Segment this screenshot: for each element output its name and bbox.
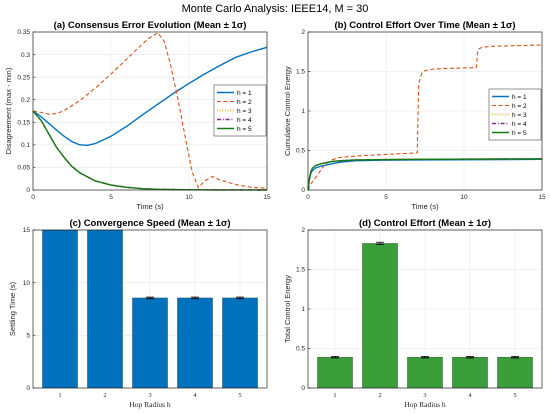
x-tick-label: 1: [333, 392, 336, 399]
y-tick-label: 1: [301, 306, 305, 313]
x-tick-label: 2: [378, 392, 381, 399]
y-axis-label: Cumulative Control Energy: [283, 66, 292, 156]
legend-label: h = 1: [237, 90, 252, 97]
panel-a: 0 0.05 0.1 0.15 0.2 0.25 0.3 0.35 0 5 10 15 Time (s)…: [4, 20, 271, 211]
bar: [177, 297, 213, 389]
figure-title: Monte Carlo Analysis: IEEE14, M = 30: [182, 3, 369, 15]
x-axis-label: Time (s): [411, 202, 439, 211]
x-tick-label: 0: [31, 194, 35, 201]
x-axis-label: Hop Radius h: [404, 400, 446, 409]
legend-label: h = 5: [237, 126, 252, 133]
legend-label: h = 3: [237, 108, 252, 115]
x-tick-label: 15: [263, 194, 271, 201]
legend: h = 1 h = 2 h = 3 h = 4 h = 5: [213, 84, 267, 137]
bar: [222, 297, 258, 389]
x-tick-label: 2: [103, 392, 106, 399]
x-axis-label: Time (s): [136, 202, 164, 211]
y-tick-label: 1.5: [296, 267, 305, 274]
y-axis-label: Total Control Energy: [283, 275, 292, 343]
x-tick-label: 5: [238, 392, 241, 399]
panel-title: (c) Convergence Speed (Mean ± 1σ): [69, 218, 230, 229]
legend-label: h = 4: [237, 117, 252, 124]
x-tick-label: 5: [109, 194, 113, 201]
series-line-h2: [32, 32, 268, 189]
y-tick-label: 0.15: [17, 119, 30, 126]
y-tick-label: 15: [23, 227, 31, 234]
x-tick-label: 3: [423, 392, 426, 399]
y-tick-label: 1.5: [296, 69, 305, 76]
y-tick-label: 0: [301, 187, 305, 194]
axes-frame: [32, 229, 268, 389]
x-axis-label: Hop Radius h: [129, 400, 171, 409]
x-tick-label: 4: [193, 392, 197, 399]
legend-label: h = 1: [512, 94, 527, 101]
legend: h = 1 h = 2 h = 3 h = 4 h = 5: [488, 88, 542, 141]
legend-label: h = 2: [237, 99, 252, 106]
x-tick-label: 1: [58, 392, 61, 399]
panel-b: 0 0.5 1 1.5 2 0 5 10 15 Time (s) Cumulative Contro…: [283, 20, 546, 211]
y-axis-label: Settling Time (s): [8, 281, 17, 336]
panel-title: (a) Consensus Error Evolution (Mean ± 1σ…: [54, 20, 247, 31]
bar: [42, 229, 78, 389]
y-tick-label: 0.25: [17, 74, 30, 81]
y-tick-label: 0: [26, 187, 30, 194]
bar: [497, 357, 533, 389]
series-line-h5: [32, 110, 268, 191]
y-tick-label: 0: [301, 385, 305, 392]
panel-title: (b) Control Effort Over Time (Mean ± 1σ): [335, 20, 516, 31]
y-tick-label: 2: [301, 29, 305, 36]
series-line-h1: [32, 46, 268, 147]
series-line-h2: [307, 44, 543, 191]
panel-title: (d) Control Effort (Mean ± 1σ): [359, 218, 491, 229]
bar: [132, 297, 168, 389]
y-tick-label: 5: [26, 333, 30, 340]
bar: [407, 357, 443, 389]
y-tick-label: 2: [301, 227, 305, 234]
legend-label: h = 5: [512, 130, 527, 137]
bar: [362, 243, 398, 389]
x-tick-label: 15: [538, 194, 546, 201]
y-tick-label: 0.35: [17, 29, 30, 36]
legend-label: h = 4: [512, 121, 527, 128]
y-tick-label: 0.3: [21, 52, 30, 59]
y-tick-label: 0.5: [296, 148, 305, 155]
legend-label: h = 3: [512, 112, 527, 119]
y-tick-label: 0.2: [21, 97, 30, 104]
x-tick-label: 5: [513, 392, 516, 399]
bar: [87, 229, 123, 389]
y-tick-label: 10: [23, 280, 31, 287]
axes-frame: [32, 31, 268, 191]
legend-label: h = 2: [512, 103, 527, 110]
y-tick-label: 0.5: [296, 346, 305, 353]
x-tick-label: 10: [185, 194, 193, 201]
y-axis-label: Disagreement (max - min): [4, 67, 13, 154]
y-tick-label: 0: [26, 385, 30, 392]
panel-c: 0 5 10 15 1 2 3 4 5 Hop Radius h Settling Time (s)…: [8, 218, 268, 409]
y-tick-label: 0.05: [17, 165, 30, 172]
y-tick-label: 1: [301, 108, 305, 115]
series-line-h5: [307, 158, 543, 191]
x-tick-label: 3: [148, 392, 151, 399]
x-tick-label: 10: [460, 194, 468, 201]
x-tick-label: 5: [384, 194, 388, 201]
y-tick-label: 0.1: [21, 142, 30, 149]
x-tick-label: 0: [306, 194, 310, 201]
bar: [452, 357, 488, 389]
panel-d: 0 0.5 1 1.5 2 1 2 3 4 5 Hop Radius h Total Control …: [283, 218, 543, 409]
x-tick-label: 4: [468, 392, 472, 399]
bar: [317, 357, 353, 389]
